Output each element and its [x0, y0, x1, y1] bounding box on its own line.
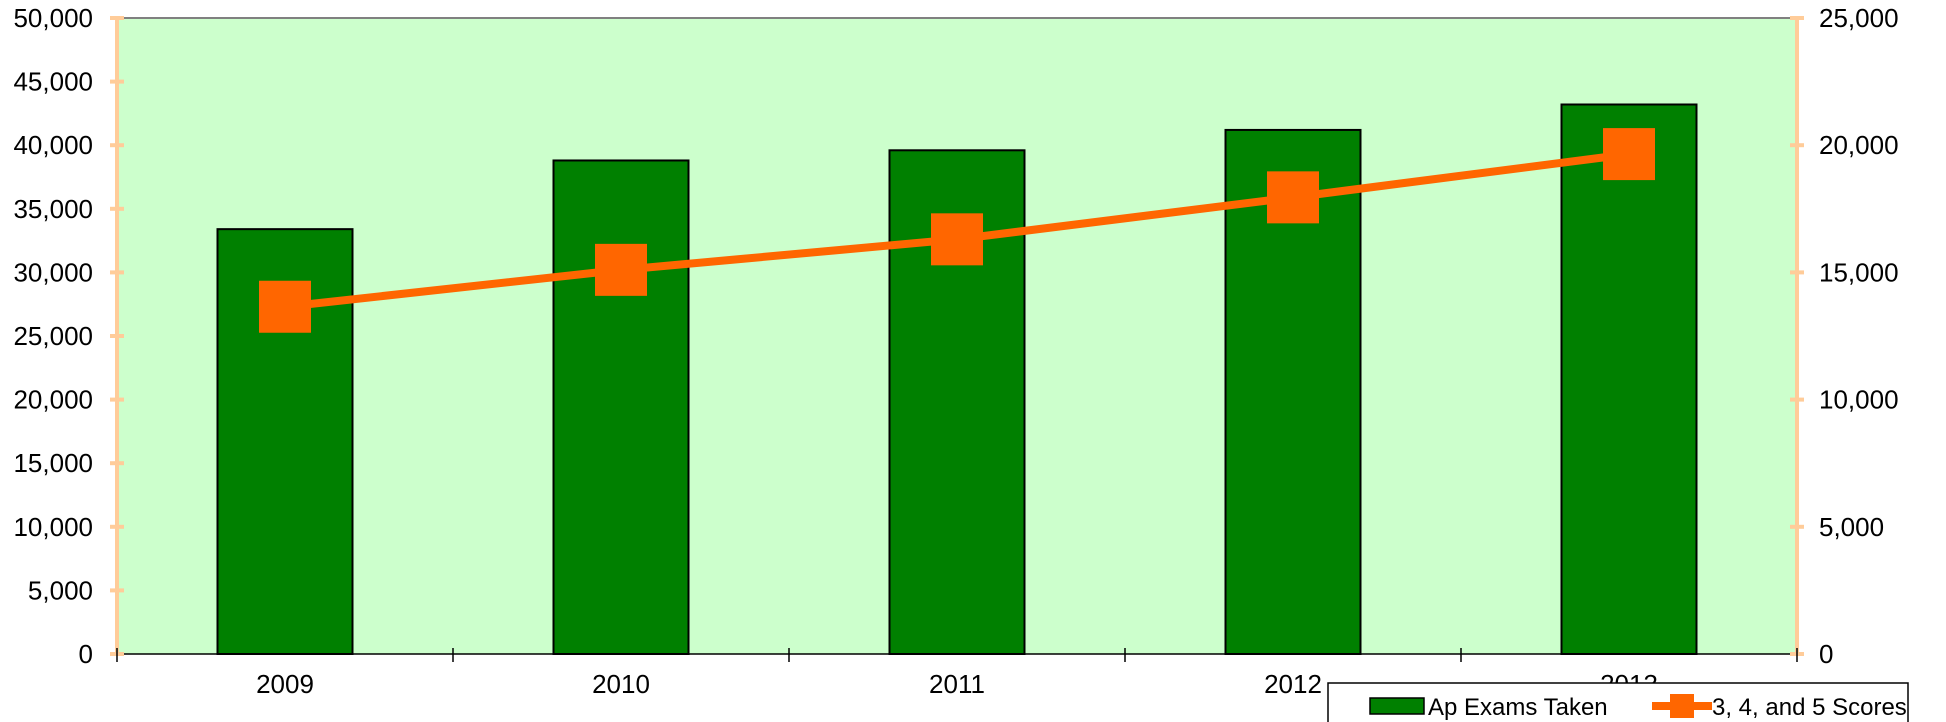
bar-2010 — [552, 159, 690, 656]
left-tick-label: 50,000 — [13, 3, 93, 33]
left-tick-label: 25,000 — [13, 321, 93, 351]
right-axis-ticks: 0 5,000 10,000 15,000 20,000 25,000 — [1790, 3, 1899, 669]
right-tick-label: 20,000 — [1819, 130, 1899, 160]
right-tick-label: 25,000 — [1819, 3, 1899, 33]
left-tick-label: 15,000 — [13, 448, 93, 478]
line-marker-2009 — [259, 280, 311, 333]
left-tick-label: 35,000 — [13, 194, 93, 224]
left-tick-label: 45,000 — [13, 67, 93, 97]
x-axis-ticks: 20092010201120122013 — [116, 648, 1798, 699]
right-tick-label: 10,000 — [1819, 385, 1899, 415]
left-tick-label: 40,000 — [13, 130, 93, 160]
legend-label-line: 3, 4, and 5 Scores — [1712, 694, 1907, 721]
right-tick-label: 0 — [1819, 639, 1833, 669]
left-axis-ticks: 0 5,000 10,000 15,000 20,000 25,000 30,000 35,0… — [13, 3, 124, 669]
left-tick-label: 0 — [79, 639, 93, 669]
x-tick-label: 2012 — [1264, 669, 1322, 699]
line-marker-2010 — [595, 243, 647, 296]
left-tick-label: 20,000 — [13, 385, 93, 415]
right-tick-label: 5,000 — [1819, 512, 1884, 542]
line-marker-2012 — [1267, 171, 1319, 224]
bar-2013 — [1560, 103, 1698, 656]
x-tick-label: 2009 — [256, 669, 314, 699]
x-tick-label: 2011 — [929, 669, 985, 699]
line-series — [259, 128, 1655, 333]
x-tick-label: 2010 — [592, 669, 650, 699]
legend: Ap Exams Taken 3, 4, and 5 Scores — [1327, 682, 1909, 722]
left-tick-label: 10,000 — [13, 512, 93, 542]
right-tick-label: 15,000 — [1819, 257, 1899, 287]
left-tick-label: 5,000 — [28, 575, 93, 605]
line-marker-2013 — [1603, 128, 1655, 181]
line-marker-2011 — [931, 213, 983, 266]
legend-swatch-bar — [1369, 697, 1425, 715]
legend-label-bar: Ap Exams Taken — [1428, 694, 1608, 721]
legend-swatch-marker — [1670, 694, 1694, 718]
left-tick-label: 30,000 — [13, 257, 93, 287]
